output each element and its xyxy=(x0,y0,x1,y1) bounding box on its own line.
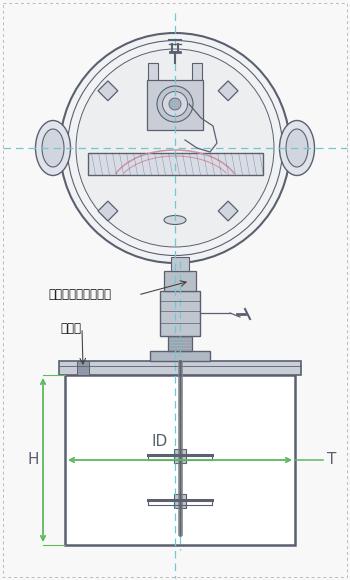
Ellipse shape xyxy=(280,121,315,176)
Ellipse shape xyxy=(60,33,290,263)
Bar xyxy=(98,81,118,101)
Bar xyxy=(192,63,202,125)
Ellipse shape xyxy=(157,86,193,122)
Text: 開閉蓋: 開閉蓋 xyxy=(60,321,81,335)
Bar xyxy=(218,81,238,101)
Ellipse shape xyxy=(42,129,64,167)
Text: H: H xyxy=(27,452,39,467)
Bar xyxy=(171,257,189,271)
Bar xyxy=(148,63,158,125)
Ellipse shape xyxy=(68,41,282,256)
Bar xyxy=(150,351,210,361)
Ellipse shape xyxy=(286,129,308,167)
Bar xyxy=(98,201,118,221)
Bar xyxy=(164,271,196,291)
Bar xyxy=(59,361,301,375)
Ellipse shape xyxy=(35,121,70,176)
Ellipse shape xyxy=(162,92,188,117)
Bar xyxy=(77,361,89,375)
Bar xyxy=(147,80,203,130)
Bar xyxy=(160,291,200,336)
Ellipse shape xyxy=(164,216,186,224)
Bar xyxy=(168,336,192,351)
Ellipse shape xyxy=(169,98,181,110)
Text: T: T xyxy=(327,452,336,467)
Bar xyxy=(174,494,186,508)
Ellipse shape xyxy=(76,49,274,247)
Bar xyxy=(218,201,238,221)
Bar xyxy=(174,449,186,463)
Bar xyxy=(65,375,295,545)
Bar xyxy=(88,153,262,175)
Text: 電動モーター撹拌機: 電動モーター撹拌機 xyxy=(48,288,111,302)
Text: ID: ID xyxy=(152,434,168,450)
